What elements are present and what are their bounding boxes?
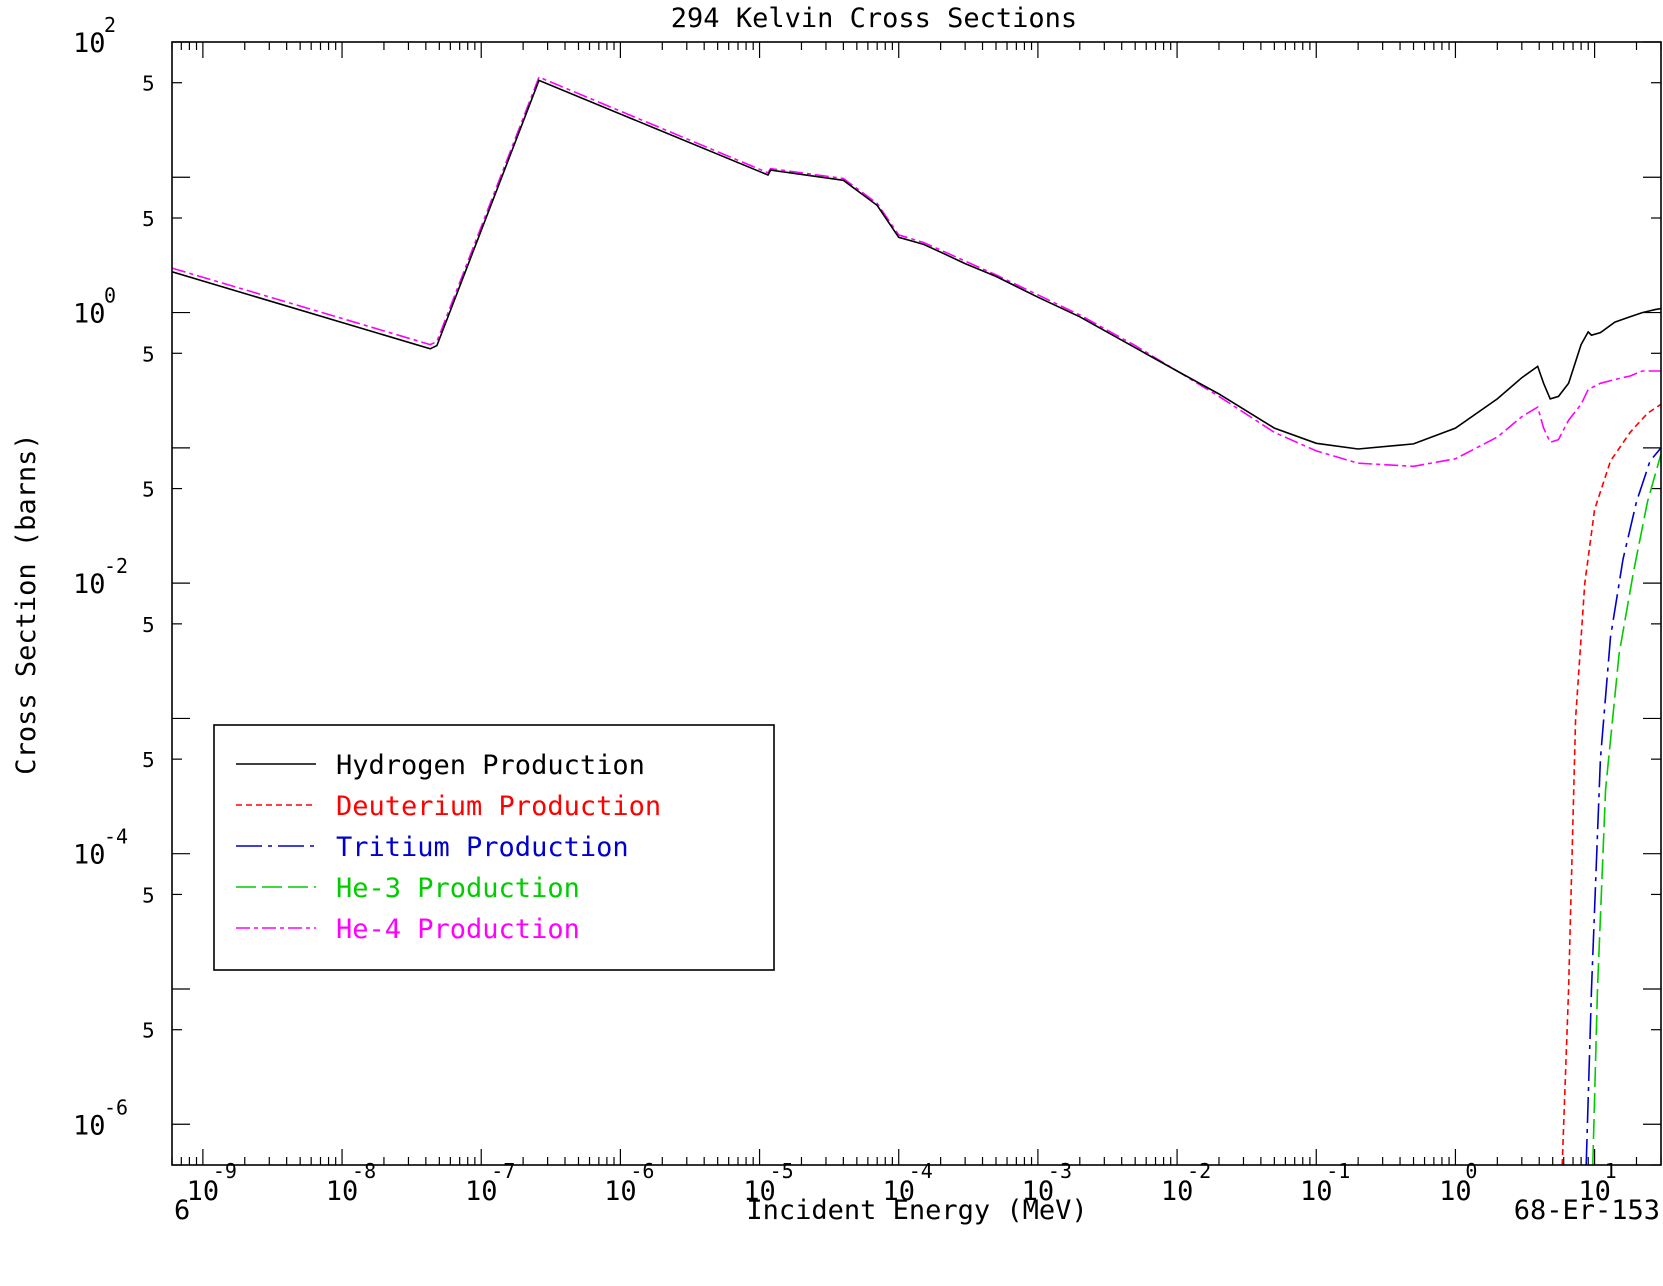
x-tick-label: 10-8 — [326, 1159, 376, 1207]
x-tick-labels: 10-910-810-710-610-510-410-310-210-11001… — [187, 1159, 1617, 1207]
x-tick-label: 10-1 — [1300, 1159, 1350, 1207]
x-tick-exponent: -9 — [213, 1159, 237, 1183]
x-tick-label: 100 — [1439, 1159, 1477, 1207]
legend-label: He-3 Production — [336, 873, 580, 904]
plot-frame — [171, 41, 1662, 1166]
series-line-he-4-production — [172, 76, 1661, 468]
x-tick-base: 10 — [882, 1176, 915, 1207]
x-tick-label: 10-4 — [882, 1159, 932, 1207]
series-line-tritium-production — [1585, 447, 1661, 1165]
y-minor-tick-label: 5 — [142, 748, 155, 772]
legend-label: Tritium Production — [336, 832, 629, 863]
x-tick-base: 10 — [465, 1176, 498, 1207]
series-line-hydrogen-production — [172, 79, 1661, 450]
y-tick-exponent: 2 — [104, 13, 116, 37]
x-tick-base: 10 — [1578, 1176, 1611, 1207]
y-minor-tick-label: 5 — [142, 72, 155, 96]
x-tick-exponent: -7 — [491, 1159, 515, 1183]
x-tick-exponent: -4 — [909, 1159, 933, 1183]
x-tick-label: 101 — [1578, 1159, 1616, 1207]
y-tick-label: 10-2 — [73, 554, 128, 600]
x-tick-base: 10 — [743, 1176, 776, 1207]
legend-label: Hydrogen Production — [336, 750, 645, 781]
x-tick-base: 10 — [187, 1176, 220, 1207]
x-tick-exponent: 1 — [1605, 1159, 1617, 1183]
legend-box — [213, 724, 775, 971]
y-tick-label: 10-6 — [73, 1095, 128, 1141]
series-line-he-3-production — [1592, 453, 1661, 1165]
x-tick-label: 10-7 — [465, 1159, 515, 1207]
y-tick-label: 10-4 — [73, 825, 128, 871]
y-minor-tick-label: 5 — [142, 613, 155, 637]
y-tick-base: 10 — [73, 28, 106, 59]
x-tick-exponent: -6 — [630, 1159, 654, 1183]
y-tick-label: 100 — [73, 284, 116, 330]
y-minor-tick-label: 5 — [142, 207, 155, 231]
y-tick-label: 102 — [73, 13, 116, 59]
y-tick-base: 10 — [73, 569, 106, 600]
y-minor-tick-label: 5 — [142, 342, 155, 366]
x-axis-label: Incident Energy (MeV) — [746, 1195, 1087, 1226]
series-layer — [172, 76, 1661, 1165]
y-tick-exponent: -2 — [104, 554, 128, 578]
x-tick-exponent: -5 — [770, 1159, 794, 1183]
x-tick-exponent: -3 — [1048, 1159, 1072, 1183]
legend-items: Hydrogen Production Deuterium Production T… — [236, 750, 661, 945]
x-tick-label: 10-6 — [604, 1159, 654, 1207]
x-tick-label: 10-3 — [1022, 1159, 1072, 1207]
x-tick-base: 10 — [1300, 1176, 1333, 1207]
y-tick-base: 10 — [73, 840, 106, 871]
y-tick-base: 10 — [73, 1110, 106, 1141]
y-tick-exponent: -6 — [104, 1095, 128, 1119]
footer-right-label: 68-Er-153 — [1514, 1195, 1660, 1226]
x-tick-base: 10 — [1439, 1176, 1472, 1207]
legend: Hydrogen Production Deuterium Production T… — [213, 724, 775, 971]
legend-label: Deuterium Production — [336, 791, 661, 822]
y-tick-exponent: 0 — [104, 284, 116, 308]
y-tick-base: 10 — [73, 299, 106, 330]
y-minor-tick-label: 5 — [142, 478, 155, 502]
x-tick-base: 10 — [1022, 1176, 1055, 1207]
x-tick-label: 10-5 — [743, 1159, 793, 1207]
x-tick-base: 10 — [1161, 1176, 1194, 1207]
y-minor-tick-label: 5 — [142, 883, 155, 907]
x-tick-exponent: -2 — [1187, 1159, 1211, 1183]
legend-label: He-4 Production — [336, 914, 580, 945]
x-tick-exponent: 0 — [1465, 1159, 1477, 1183]
x-tick-exponent: -8 — [352, 1159, 376, 1183]
chart-title: 294 Kelvin Cross Sections — [671, 3, 1077, 34]
y-minor-tick-label: 5 — [142, 1019, 155, 1043]
x-tick-label: 10-9 — [187, 1159, 237, 1207]
x-tick-base: 10 — [326, 1176, 359, 1207]
footer-left-label: 6 — [174, 1195, 190, 1226]
y-axis-label: Cross Section (barns) — [11, 433, 42, 774]
x-tick-base: 10 — [604, 1176, 637, 1207]
axis-ticks — [171, 41, 1662, 1166]
x-tick-label: 10-2 — [1161, 1159, 1211, 1207]
x-tick-exponent: -1 — [1326, 1159, 1350, 1183]
y-tick-exponent: -4 — [104, 825, 128, 849]
